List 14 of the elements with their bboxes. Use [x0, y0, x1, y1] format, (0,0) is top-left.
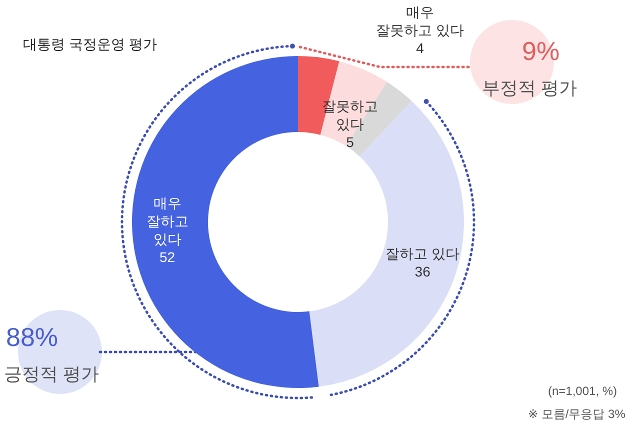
data-label: 36 — [414, 263, 431, 280]
slice-label: 잘하고 있다 — [386, 245, 460, 262]
data-label: 4 — [416, 40, 424, 56]
text: 긍정적 평가 — [4, 363, 100, 386]
text: 88% — [6, 322, 58, 353]
slice-label: 매우 잘못하고 있다 — [376, 4, 464, 38]
text: 부정적 평가 — [482, 77, 578, 100]
text: 9% — [522, 36, 560, 67]
text: (n=1,001, %) — [548, 384, 618, 398]
data-label: 5 — [346, 134, 354, 150]
slice-label: 매우 잘하고 있다 — [146, 195, 188, 248]
text: 대통령 국정운영 평가 — [23, 36, 157, 52]
data-label: 52 — [159, 249, 176, 266]
text: ※ 모름/무응답 3% — [528, 406, 626, 423]
